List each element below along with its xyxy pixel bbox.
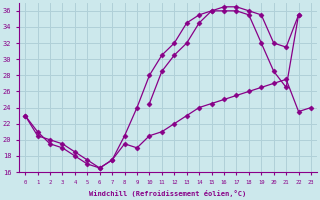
X-axis label: Windchill (Refroidissement éolien,°C): Windchill (Refroidissement éolien,°C)	[90, 190, 247, 197]
